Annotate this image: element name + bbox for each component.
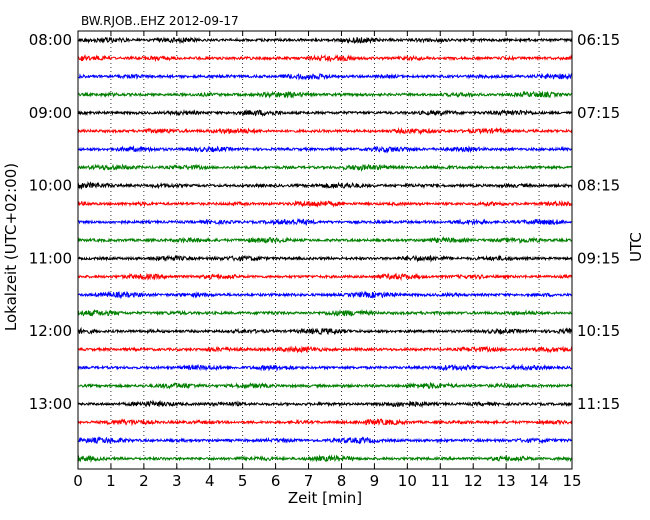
x-tick-label-7: 7: [304, 472, 314, 490]
y-tick-label-left-0: 08:00: [29, 31, 72, 49]
y-tick-label-left-2: 10:00: [29, 177, 72, 195]
y-tick-label-left-5: 13:00: [29, 395, 72, 413]
y-axis-label-right: UTC: [627, 232, 645, 262]
y-tick-label-right-3: 09:15: [577, 249, 620, 267]
trace-2: [77, 72, 573, 81]
y-axis-right: 06:15 07:15 08:15 09:15 10:15 11:15: [567, 31, 620, 413]
x-tick-label-11: 11: [431, 472, 450, 490]
trace-0: [77, 36, 573, 45]
trace-8: [77, 180, 573, 190]
x-tick-label-8: 8: [337, 472, 347, 490]
y-tick-label-right-2: 08:15: [577, 177, 620, 195]
y-tick-label-right-1: 07:15: [577, 104, 620, 122]
trace-3: [77, 90, 573, 99]
x-tick-label-15: 15: [562, 472, 581, 490]
trace-23: [77, 454, 573, 463]
trace-19: [77, 381, 573, 390]
y-axis-label-left: Lokalzeit (UTC+02:00): [2, 163, 20, 331]
trace-15: [77, 308, 573, 317]
x-axis: 0 1 2 3 4 5 6 7 8 9 10 11 12 13 14 15: [73, 31, 582, 490]
trace-18: [77, 363, 573, 372]
y-tick-label-right-5: 11:15: [577, 395, 620, 413]
x-tick-label-14: 14: [530, 472, 549, 490]
trace-17: [77, 345, 573, 354]
x-tick-label-3: 3: [172, 472, 182, 490]
trace-14: [77, 290, 573, 300]
trace-5: [77, 126, 573, 136]
trace-16: [77, 326, 573, 336]
y-axis-left: 08:00 09:00 10:00 11:00 12:00 13:00: [29, 31, 83, 413]
trace-21: [77, 418, 573, 427]
x-tick-label-10: 10: [398, 472, 417, 490]
trace-22: [77, 435, 573, 445]
x-tick-label-6: 6: [271, 472, 281, 490]
y-tick-label-left-4: 12:00: [29, 322, 72, 340]
x-tick-label-5: 5: [238, 472, 248, 490]
trace-6: [77, 145, 573, 154]
x-axis-label: Zeit [min]: [288, 489, 362, 507]
y-tick-label-left-3: 11:00: [29, 249, 72, 267]
x-tick-label-1: 1: [106, 472, 116, 490]
trace-1: [77, 53, 573, 63]
x-tick-label-9: 9: [370, 472, 380, 490]
trace-10: [77, 217, 573, 227]
x-tick-label-13: 13: [497, 472, 516, 490]
trace-20: [77, 399, 573, 409]
x-tick-label-12: 12: [464, 472, 483, 490]
x-tick-label-0: 0: [73, 472, 83, 490]
y-tick-label-left-1: 09:00: [29, 104, 72, 122]
trace-13: [77, 272, 573, 282]
chart-title: BW.RJOB..EHZ 2012-09-17: [81, 14, 239, 28]
x-tick-label-4: 4: [205, 472, 215, 490]
plot-frame: [77, 30, 573, 470]
trace-11: [77, 236, 573, 245]
x-tick-label-2: 2: [139, 472, 149, 490]
seismic-traces: [77, 36, 573, 463]
y-tick-label-right-4: 10:15: [577, 322, 620, 340]
trace-4: [77, 108, 573, 117]
trace-7: [77, 163, 573, 172]
y-tick-label-right-0: 06:15: [577, 31, 620, 49]
trace-12: [77, 254, 573, 263]
trace-9: [77, 199, 573, 208]
